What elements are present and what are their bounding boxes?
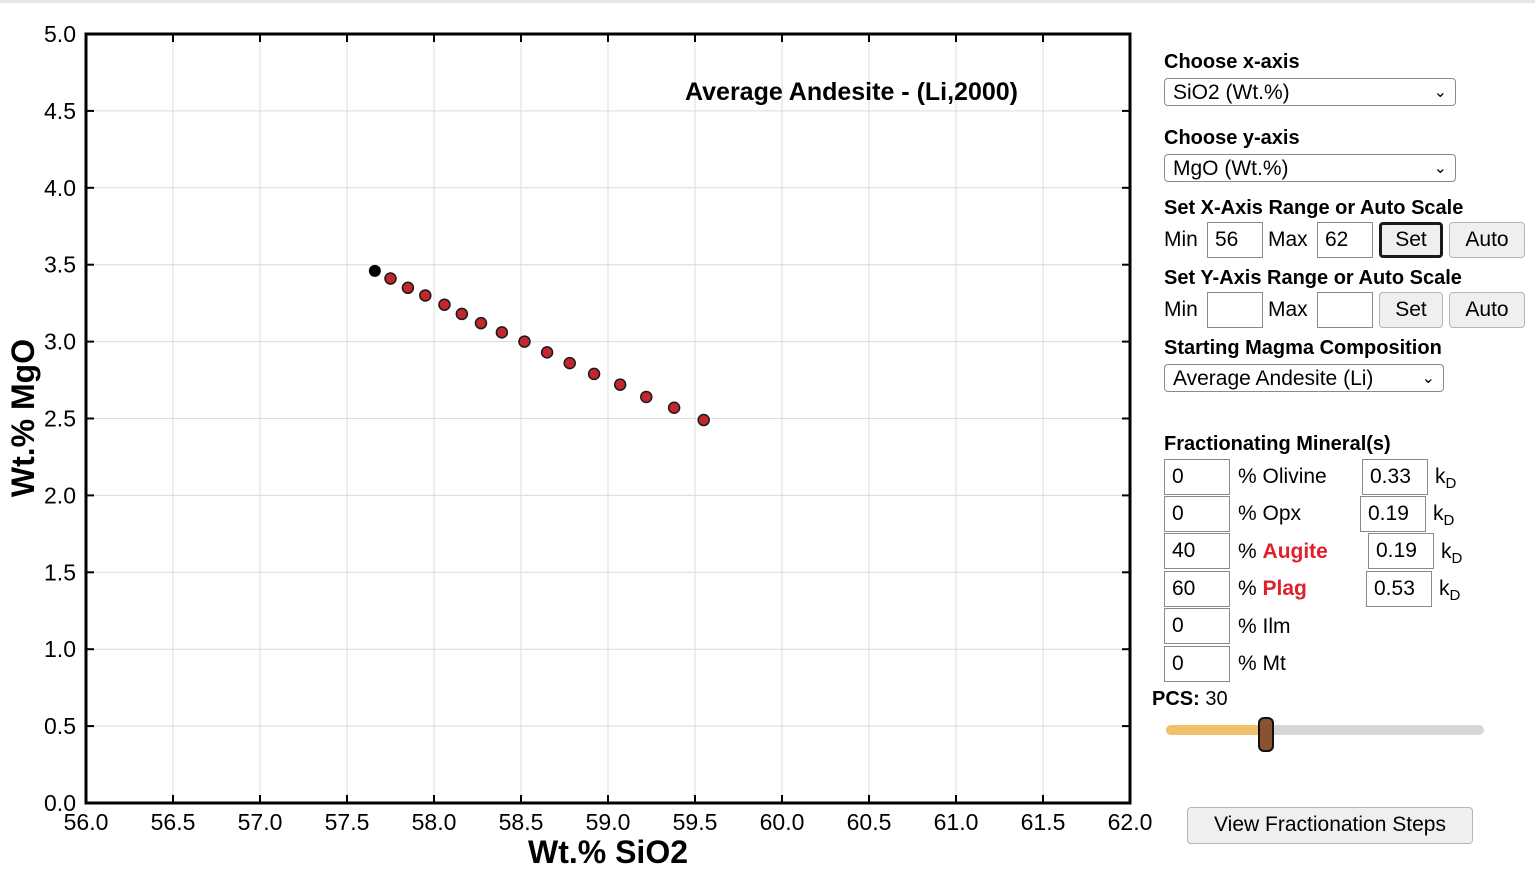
data-point <box>455 307 469 321</box>
y-axis-title: Wt.% MgO <box>5 339 41 497</box>
data-point <box>474 316 488 330</box>
chevron-down-icon: ⌄ <box>1433 84 1447 101</box>
x-tick-label: 56.0 <box>64 809 109 835</box>
y-axis-label: Choose y-axis <box>1164 127 1300 149</box>
y-min-label: Min <box>1164 298 1198 321</box>
x-min-input[interactable]: 56 <box>1207 222 1263 258</box>
data-point <box>495 326 509 339</box>
y-axis-select[interactable]: MgO (Wt.%) ⌄ <box>1164 154 1456 182</box>
x-max-label: Max <box>1268 228 1308 251</box>
data-point <box>640 390 653 404</box>
data-point <box>540 346 554 359</box>
view-fractionation-steps-button[interactable]: View Fractionation Steps <box>1187 807 1473 844</box>
x-tick-label: 59.0 <box>586 809 631 835</box>
x-axis-title: Wt.% SiO2 <box>528 834 688 870</box>
x-tick-label: 57.5 <box>325 809 370 835</box>
augite-kd-label: kD <box>1441 540 1463 567</box>
pcs-slider-thumb[interactable] <box>1258 717 1274 752</box>
opx-kd-label: kD <box>1433 502 1455 529</box>
x-axis-select[interactable]: SiO2 (Wt.%) ⌄ <box>1164 78 1456 106</box>
olivine-kd-input[interactable]: 0.33 <box>1362 459 1428 495</box>
x-tick-label: 58.0 <box>412 809 457 835</box>
y-tick-label: 3.0 <box>44 329 76 355</box>
magma-select-value: Average Andesite (Li) <box>1173 367 1374 390</box>
top-border <box>0 0 1535 3</box>
y-tick-label: 0.5 <box>44 713 76 739</box>
y-tick-label: 2.0 <box>44 482 76 508</box>
data-point <box>384 272 397 285</box>
pcs-slider-fill <box>1166 725 1262 735</box>
x-tick-label: 60.0 <box>760 809 805 835</box>
plag-kd-input[interactable]: 0.53 <box>1366 571 1432 607</box>
y-tick-label: 5.0 <box>44 21 76 47</box>
x-tick-label: 62.0 <box>1108 809 1153 835</box>
data-point <box>401 281 415 295</box>
ilm-label: % Ilm <box>1238 615 1291 638</box>
augite-kd-input[interactable]: 0.19 <box>1368 533 1434 569</box>
chevron-down-icon: ⌄ <box>1421 370 1435 387</box>
y-tick-label: 0.0 <box>44 790 76 816</box>
plag-label: % Plag <box>1238 577 1307 600</box>
magma-label: Starting Magma Composition <box>1164 337 1442 359</box>
augite-pct-input[interactable]: 40 <box>1164 533 1230 569</box>
x-min-label: Min <box>1164 228 1198 251</box>
plot-frame <box>84 32 1132 805</box>
x-auto-button[interactable]: Auto <box>1449 222 1525 258</box>
y-tick-label: 3.5 <box>44 252 76 278</box>
y-max-label: Max <box>1268 298 1308 321</box>
mt-pct-input[interactable]: 0 <box>1164 646 1230 682</box>
chevron-down-icon: ⌄ <box>1433 160 1447 177</box>
olivine-label: % Olivine <box>1238 465 1327 488</box>
opx-label: % Opx <box>1238 502 1302 525</box>
x-tick-label: 59.5 <box>673 809 718 835</box>
x-tick-label: 58.5 <box>499 809 544 835</box>
start-point <box>368 264 381 277</box>
y-auto-button[interactable]: Auto <box>1449 292 1525 328</box>
y-set-button[interactable]: Set <box>1379 292 1443 328</box>
data-point <box>419 289 432 302</box>
y-tick-label: 4.0 <box>44 175 76 201</box>
chart: 56.0 56.5 57.0 57.5 58.0 58.5 59.0 59.5 60.0 60.5… <box>5 21 1153 870</box>
data-point <box>697 413 710 427</box>
data-point <box>587 367 601 381</box>
pcs-value: 30 <box>1205 688 1228 710</box>
y-min-input[interactable] <box>1207 292 1263 328</box>
opx-kd-input[interactable]: 0.19 <box>1360 496 1426 532</box>
x-tick-label: 60.5 <box>847 809 892 835</box>
y-axis-select-value: MgO (Wt.%) <box>1173 157 1289 180</box>
pcs-slider-track[interactable] <box>1166 725 1484 735</box>
data-point <box>438 298 451 311</box>
y-tick-label: 4.5 <box>44 98 76 124</box>
y-max-input[interactable] <box>1317 292 1373 328</box>
olivine-pct-input[interactable]: 0 <box>1164 459 1230 495</box>
magma-select[interactable]: Average Andesite (Li) ⌄ <box>1164 364 1444 392</box>
y-tick-label: 1.0 <box>44 636 76 662</box>
x-tick-label: 56.5 <box>151 809 196 835</box>
plag-kd-label: kD <box>1439 577 1461 604</box>
x-range-label: Set X-Axis Range or Auto Scale <box>1164 197 1464 219</box>
x-tick-label: 61.5 <box>1021 809 1066 835</box>
minerals-label: Fractionating Mineral(s) <box>1164 433 1391 455</box>
pcs-label: PCS: 30 <box>1152 688 1228 710</box>
data-point <box>613 378 627 391</box>
chart-title: Average Andesite - (Li,2000) <box>685 78 1018 106</box>
olivine-kd-label: kD <box>1435 465 1457 492</box>
augite-label: % Augite <box>1238 540 1328 563</box>
x-tick-label: 57.0 <box>238 809 283 835</box>
opx-pct-input[interactable]: 0 <box>1164 496 1230 532</box>
x-max-input[interactable]: 62 <box>1317 222 1373 258</box>
data-point <box>563 356 576 370</box>
x-axis-label: Choose x-axis <box>1164 51 1300 73</box>
plag-pct-input[interactable]: 60 <box>1164 571 1230 607</box>
x-tick-label: 61.0 <box>934 809 979 835</box>
data-point <box>667 401 681 414</box>
y-tick-label: 1.5 <box>44 559 76 585</box>
data-point <box>518 335 531 348</box>
ilm-pct-input[interactable]: 0 <box>1164 608 1230 644</box>
y-tick-label: 2.5 <box>44 406 76 432</box>
x-set-button[interactable]: Set <box>1379 222 1443 258</box>
y-range-label: Set Y-Axis Range or Auto Scale <box>1164 267 1462 289</box>
mt-label: % Mt <box>1238 652 1286 675</box>
x-axis-select-value: SiO2 (Wt.%) <box>1173 81 1290 104</box>
